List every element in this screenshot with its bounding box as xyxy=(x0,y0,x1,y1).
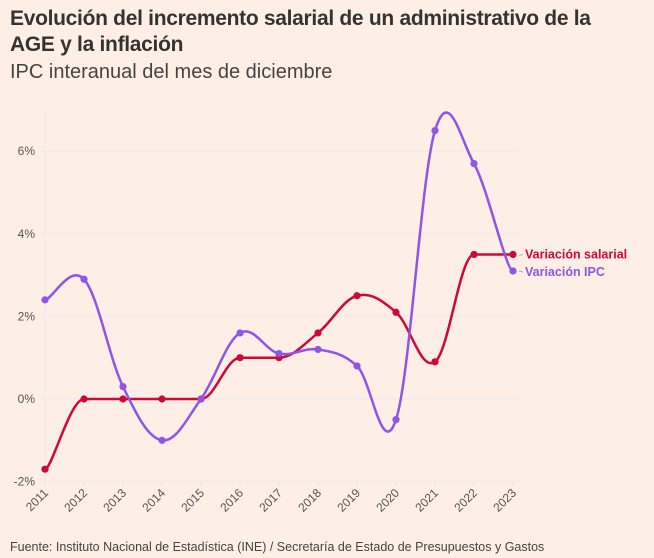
y-axis: -2% 0% 2% 4% 6% xyxy=(14,144,36,488)
y-tick-label: 0% xyxy=(18,392,36,406)
x-tick-label: 2017 xyxy=(256,486,285,515)
y-tick-label: 6% xyxy=(18,144,36,158)
point-variacion-ipc xyxy=(197,395,205,403)
x-tick-label: 2020 xyxy=(373,486,402,515)
label-connector xyxy=(518,253,524,256)
point-variacion-ipc xyxy=(314,345,322,354)
point-variacion-salarial xyxy=(158,395,166,403)
series-label-variacion-ipc: Variación IPC xyxy=(525,265,605,279)
source-note: Fuente: Instituto Nacional de Estadístic… xyxy=(10,540,545,554)
point-variacion-salarial xyxy=(80,395,88,403)
x-tick-label: 2012 xyxy=(61,486,90,515)
gridlines xyxy=(41,110,518,486)
point-variacion-salarial xyxy=(119,395,127,403)
point-variacion-ipc xyxy=(275,349,283,358)
series-labels: Variación salarial Variación IPC xyxy=(518,247,627,279)
series-lines xyxy=(43,111,515,471)
point-variacion-ipc xyxy=(353,362,361,370)
point-variacion-salarial xyxy=(41,465,49,473)
label-connector xyxy=(518,270,524,273)
point-variacion-ipc xyxy=(509,267,517,275)
x-tick-label: 2019 xyxy=(334,486,363,515)
x-tick-label: 2022 xyxy=(451,486,480,515)
point-variacion-salarial xyxy=(353,292,361,300)
y-tick-label: 2% xyxy=(18,309,36,323)
point-variacion-salarial xyxy=(431,358,439,366)
x-tick-label: 2014 xyxy=(139,486,168,515)
x-tick-label: 2013 xyxy=(100,486,129,515)
chart-subtitle: IPC interanual del mes de diciembre xyxy=(10,61,333,83)
line-variacion-salarial xyxy=(43,253,513,471)
chart-title: Evolución del incremento salarial de un … xyxy=(10,7,591,56)
point-variacion-ipc xyxy=(236,329,244,337)
x-tick-label: 2011 xyxy=(23,486,51,514)
point-variacion-ipc xyxy=(470,159,478,168)
point-variacion-salarial xyxy=(392,308,400,316)
point-variacion-ipc xyxy=(158,436,166,444)
x-tick-label: 2021 xyxy=(412,486,441,515)
point-variacion-salarial xyxy=(509,250,517,259)
point-variacion-salarial xyxy=(236,354,244,362)
point-variacion-ipc xyxy=(431,126,439,135)
point-variacion-ipc xyxy=(41,296,49,304)
x-tick-label: 2023 xyxy=(490,486,519,515)
series-points xyxy=(41,126,517,473)
x-tick-label: 2016 xyxy=(217,486,246,515)
point-variacion-salarial xyxy=(470,250,478,259)
x-tick-label: 2018 xyxy=(295,486,324,515)
point-variacion-ipc xyxy=(80,275,88,283)
line-variacion-ipc xyxy=(44,111,515,442)
y-tick-label: -2% xyxy=(14,475,36,489)
point-variacion-ipc xyxy=(392,416,400,424)
x-axis: 2011 2012 2013 2014 2015 2016 2017 2018 2019 2020… xyxy=(23,481,519,515)
x-tick-label: 2015 xyxy=(178,486,207,515)
point-variacion-ipc xyxy=(119,383,127,391)
y-tick-label: 4% xyxy=(18,227,36,241)
point-variacion-salarial xyxy=(314,329,322,337)
series-label-variacion-salarial: Variación salarial xyxy=(525,247,627,261)
